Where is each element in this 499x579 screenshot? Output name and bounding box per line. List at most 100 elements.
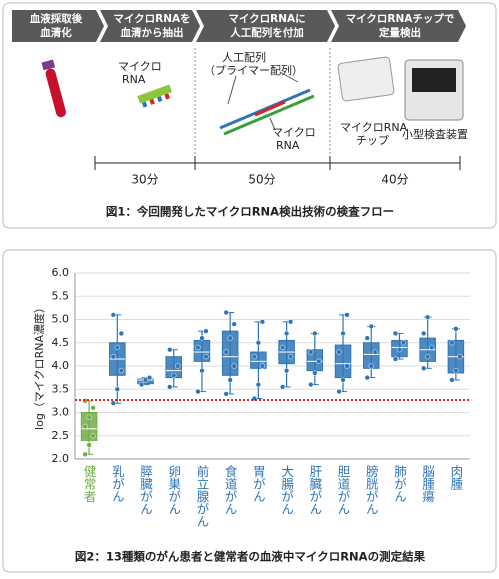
point [340, 377, 346, 383]
point [457, 354, 463, 360]
x-tick-label: 胆道がん [336, 465, 351, 515]
point [364, 374, 370, 381]
point [396, 347, 403, 353]
point [425, 314, 431, 320]
point [392, 330, 399, 337]
device-screen [412, 68, 456, 92]
chip [337, 56, 395, 102]
point [227, 335, 233, 341]
label: マイクロ [118, 60, 162, 73]
point [110, 354, 116, 360]
point [372, 349, 378, 355]
point [167, 384, 173, 390]
step-text: マイクロRNAに [228, 13, 305, 25]
step-text: 定量検出 [378, 26, 421, 39]
x-tick-label: 膵臓がん [138, 465, 153, 515]
point [255, 381, 262, 388]
point [231, 321, 237, 327]
test-tube [41, 59, 66, 118]
y-tick-label: 3.5 [52, 382, 70, 395]
point [259, 319, 266, 325]
x-tick-label: 卵巣がん [166, 465, 181, 515]
step-text: マイクロRNAチップで [346, 12, 455, 25]
point [138, 381, 145, 388]
point [453, 326, 459, 332]
point [344, 312, 350, 318]
point [368, 323, 374, 330]
point [287, 354, 294, 360]
point [86, 414, 92, 420]
figure2-frame [2, 249, 497, 573]
point [336, 388, 342, 395]
point [336, 349, 342, 355]
mirna-icon [137, 84, 173, 108]
step-arrow [12, 10, 104, 42]
y-tick-label: 3.0 [52, 406, 70, 419]
point [195, 388, 201, 395]
point [90, 433, 96, 439]
x-tick-label: 肺がん [392, 465, 407, 503]
point [223, 309, 229, 316]
point [203, 328, 209, 334]
point [90, 405, 96, 411]
point [110, 400, 116, 406]
point [175, 363, 181, 369]
y-tick-label: 4.0 [52, 359, 70, 372]
y-tick-label: 5.0 [52, 313, 70, 326]
point [421, 330, 427, 337]
point [308, 381, 314, 388]
y-axis-label: log（マイクロRNA濃度） [32, 302, 46, 430]
step-arrow [331, 10, 466, 42]
label: RNA [276, 139, 300, 152]
point [118, 368, 124, 374]
point [223, 391, 229, 397]
point [429, 344, 435, 351]
point [251, 354, 258, 360]
point [308, 349, 314, 355]
point [82, 423, 88, 430]
point [400, 340, 407, 346]
point [118, 330, 124, 337]
point [421, 365, 427, 371]
point [392, 356, 399, 362]
strands [219, 71, 315, 136]
point [364, 335, 370, 341]
duration: 50分 [248, 173, 275, 187]
x-tick-label: 大腸がん [279, 465, 294, 515]
x-tick-label: 膀胱がん [364, 464, 379, 515]
point [340, 330, 346, 337]
x-tick-label: 前立腺がん [194, 464, 209, 528]
point [449, 340, 455, 346]
point [255, 340, 262, 346]
label: チップ [356, 134, 389, 147]
y-tick-label: 2.0 [52, 452, 70, 465]
x-tick-label: 胃がん [251, 465, 266, 503]
point [167, 347, 173, 353]
duration: 30分 [131, 173, 158, 187]
label: マイクロRNA [340, 121, 408, 134]
point [223, 349, 229, 355]
point [203, 354, 209, 360]
step-arrow [196, 10, 335, 42]
point [195, 344, 201, 351]
point [279, 384, 286, 390]
point [287, 319, 294, 325]
point [199, 368, 205, 374]
point [110, 312, 116, 318]
duration: 40分 [381, 173, 408, 187]
y-tick-label: 2.5 [52, 429, 70, 442]
y-tick-label: 5.5 [52, 289, 70, 302]
point [453, 368, 459, 374]
caption: 図2：13種類のがん患者と健常者の血液中マイクロRNAの測定結果 [75, 550, 426, 564]
point [86, 442, 92, 448]
point [316, 358, 322, 365]
x-tick-label: 肉腫 [448, 465, 463, 491]
point [283, 368, 290, 374]
point [114, 386, 120, 392]
point [344, 363, 350, 369]
step-text: 血清化 [40, 26, 72, 39]
point [114, 344, 120, 351]
point [368, 363, 374, 369]
label: 小型検査装置 [402, 127, 468, 141]
